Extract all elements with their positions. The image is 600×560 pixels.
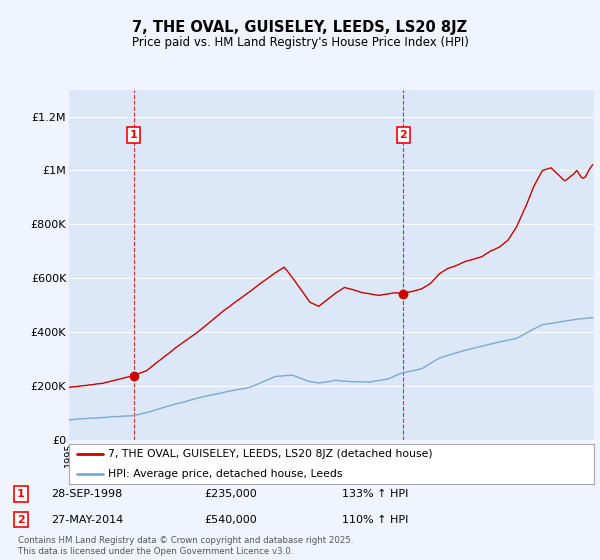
Text: Price paid vs. HM Land Registry's House Price Index (HPI): Price paid vs. HM Land Registry's House …	[131, 36, 469, 49]
Text: £540,000: £540,000	[204, 515, 257, 525]
Text: 1: 1	[130, 130, 137, 140]
Text: 7, THE OVAL, GUISELEY, LEEDS, LS20 8JZ (detached house): 7, THE OVAL, GUISELEY, LEEDS, LS20 8JZ (…	[109, 449, 433, 459]
Text: 27-MAY-2014: 27-MAY-2014	[51, 515, 123, 525]
Text: 28-SEP-1998: 28-SEP-1998	[51, 489, 122, 499]
Text: 1: 1	[17, 489, 25, 499]
Text: 110% ↑ HPI: 110% ↑ HPI	[342, 515, 409, 525]
Text: 7, THE OVAL, GUISELEY, LEEDS, LS20 8JZ: 7, THE OVAL, GUISELEY, LEEDS, LS20 8JZ	[133, 20, 467, 35]
Text: HPI: Average price, detached house, Leeds: HPI: Average price, detached house, Leed…	[109, 469, 343, 479]
Text: Contains HM Land Registry data © Crown copyright and database right 2025.
This d: Contains HM Land Registry data © Crown c…	[18, 536, 353, 556]
Text: £235,000: £235,000	[204, 489, 257, 499]
Text: 2: 2	[400, 130, 407, 140]
Text: 2: 2	[17, 515, 25, 525]
Text: 133% ↑ HPI: 133% ↑ HPI	[342, 489, 409, 499]
